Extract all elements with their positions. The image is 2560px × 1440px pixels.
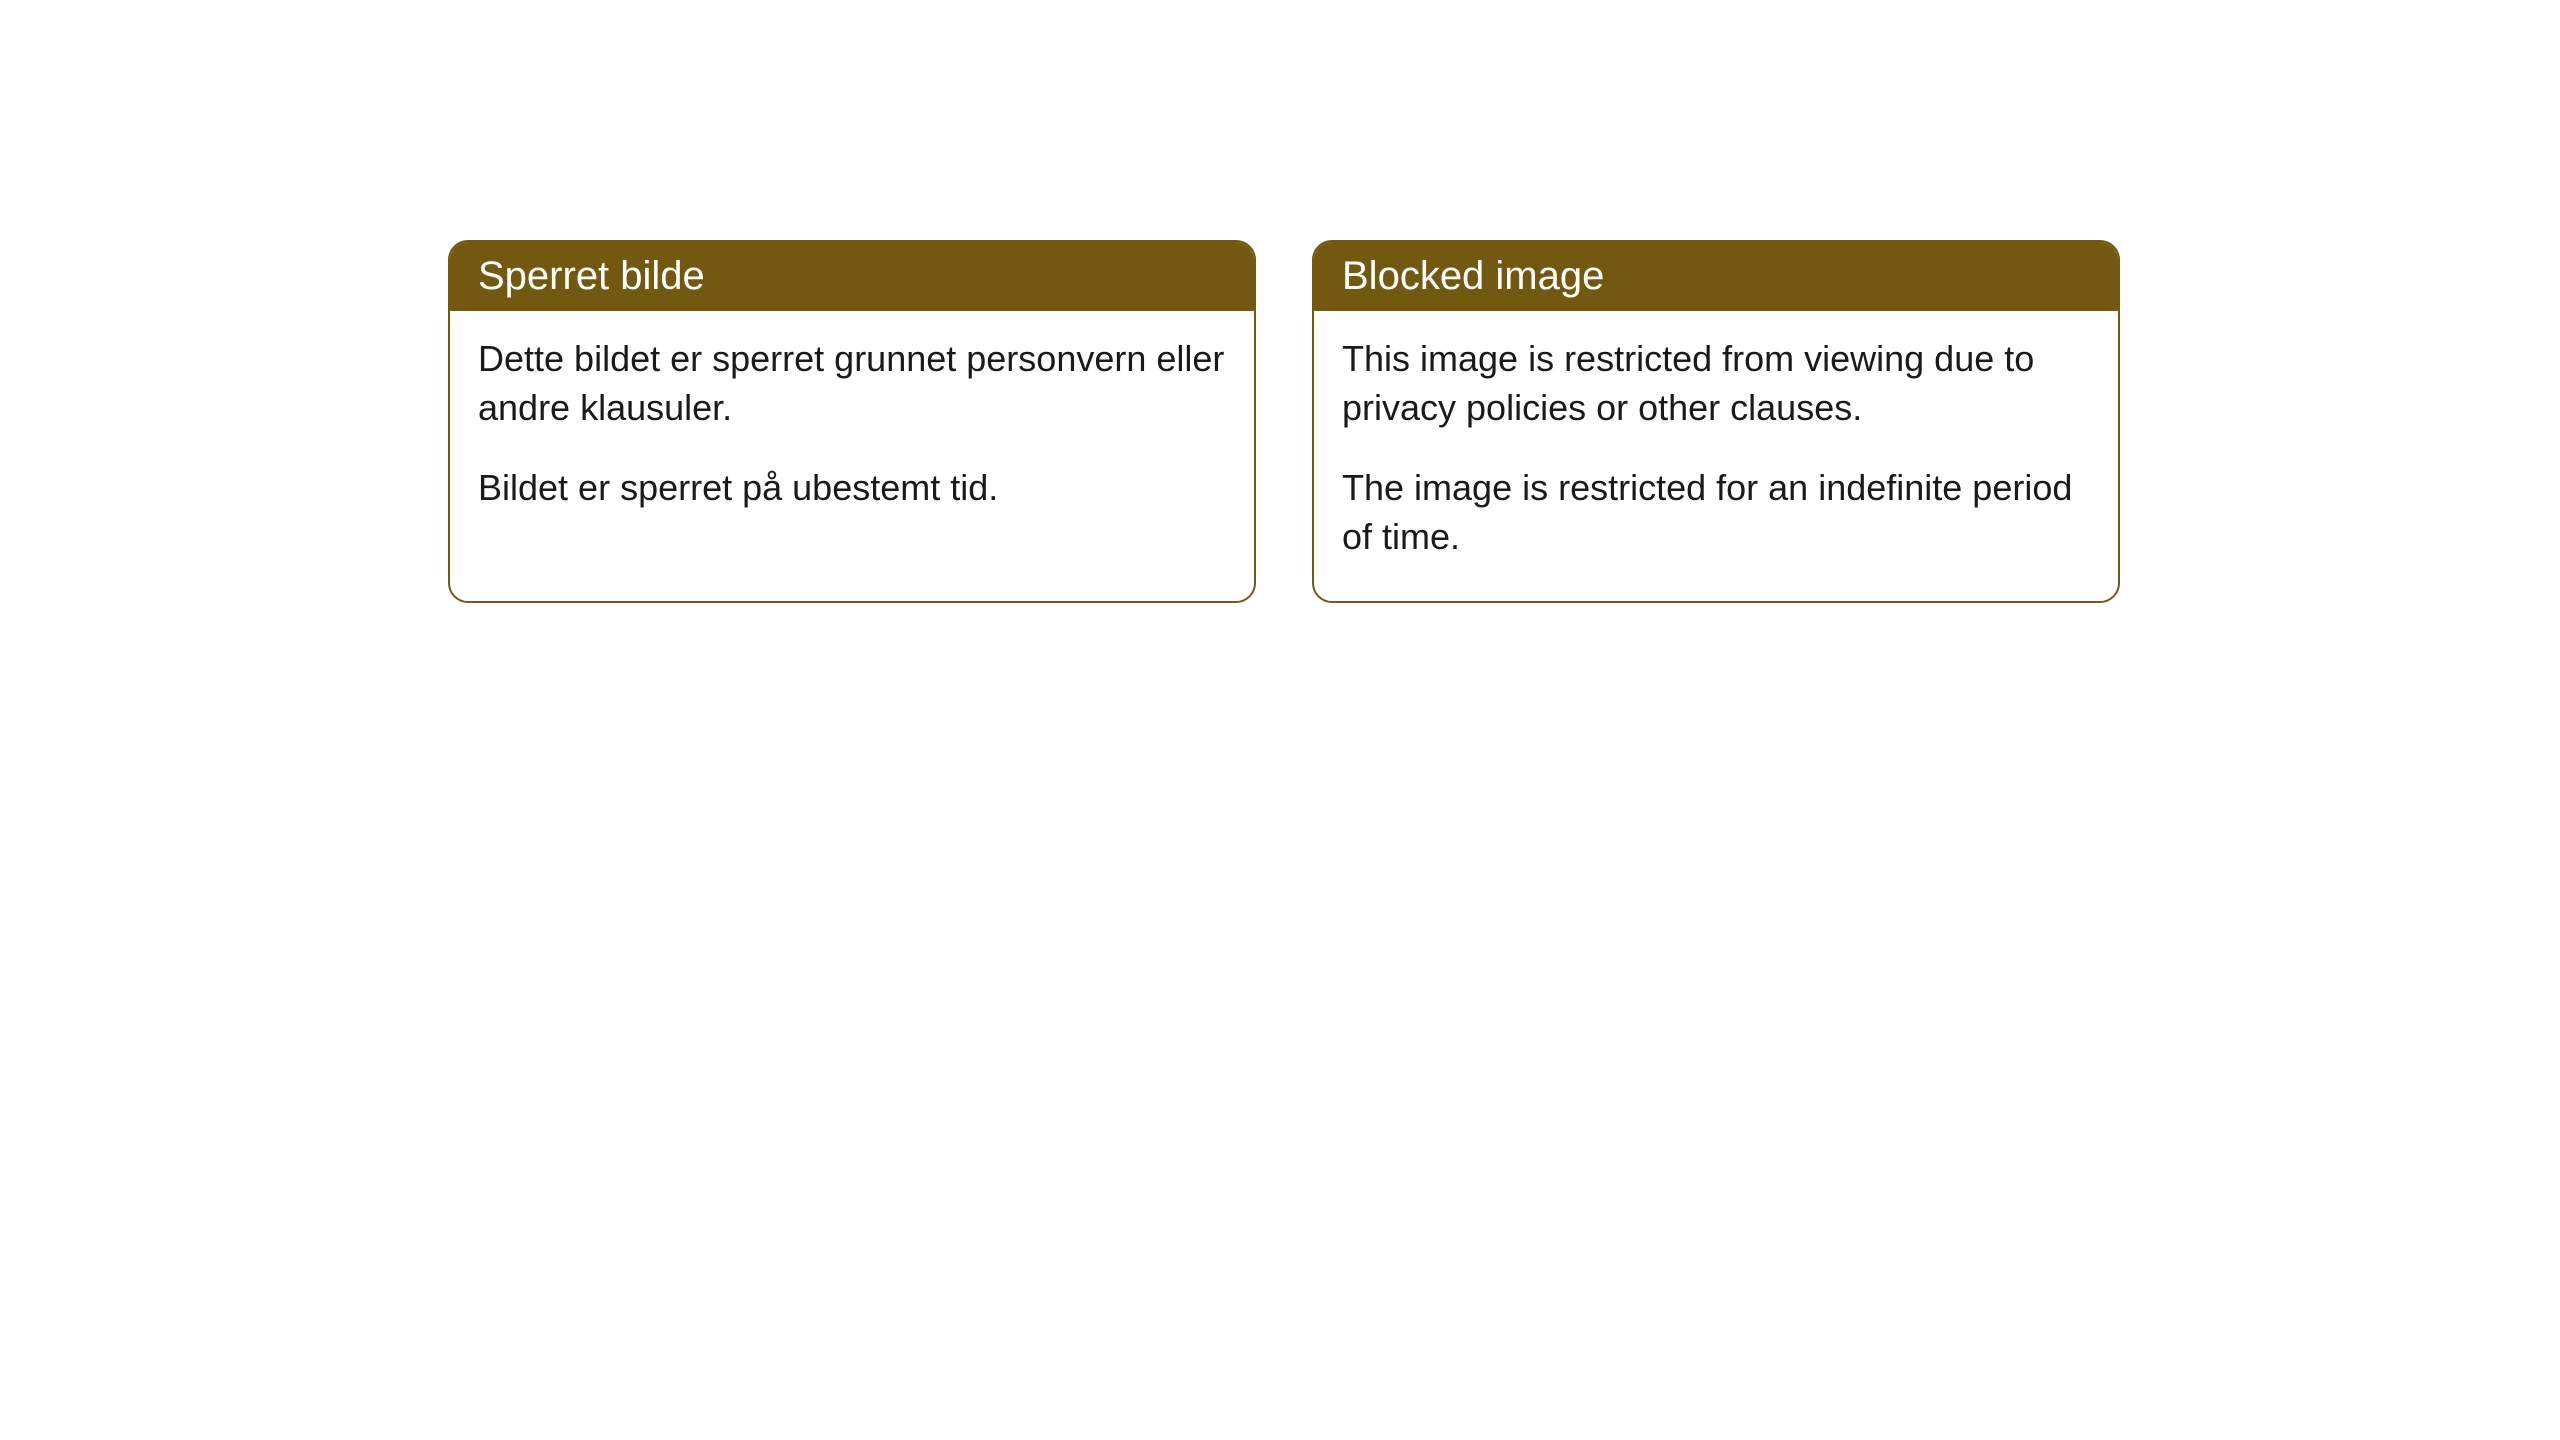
- card-paragraph-1-english: This image is restricted from viewing du…: [1342, 335, 2090, 432]
- card-body-norwegian: Dette bildet er sperret grunnet personve…: [450, 311, 1254, 553]
- card-english: Blocked image This image is restricted f…: [1312, 240, 2120, 603]
- card-paragraph-1-norwegian: Dette bildet er sperret grunnet personve…: [478, 335, 1226, 432]
- card-paragraph-2-norwegian: Bildet er sperret på ubestemt tid.: [478, 464, 1226, 513]
- card-title-norwegian: Sperret bilde: [478, 254, 705, 298]
- card-norwegian: Sperret bilde Dette bildet er sperret gr…: [448, 240, 1256, 603]
- card-body-english: This image is restricted from viewing du…: [1314, 311, 2118, 601]
- card-header-english: Blocked image: [1314, 242, 2118, 311]
- card-header-norwegian: Sperret bilde: [450, 242, 1254, 311]
- card-title-english: Blocked image: [1342, 254, 1604, 298]
- card-paragraph-2-english: The image is restricted for an indefinit…: [1342, 464, 2090, 561]
- cards-container: Sperret bilde Dette bildet er sperret gr…: [448, 240, 2120, 603]
